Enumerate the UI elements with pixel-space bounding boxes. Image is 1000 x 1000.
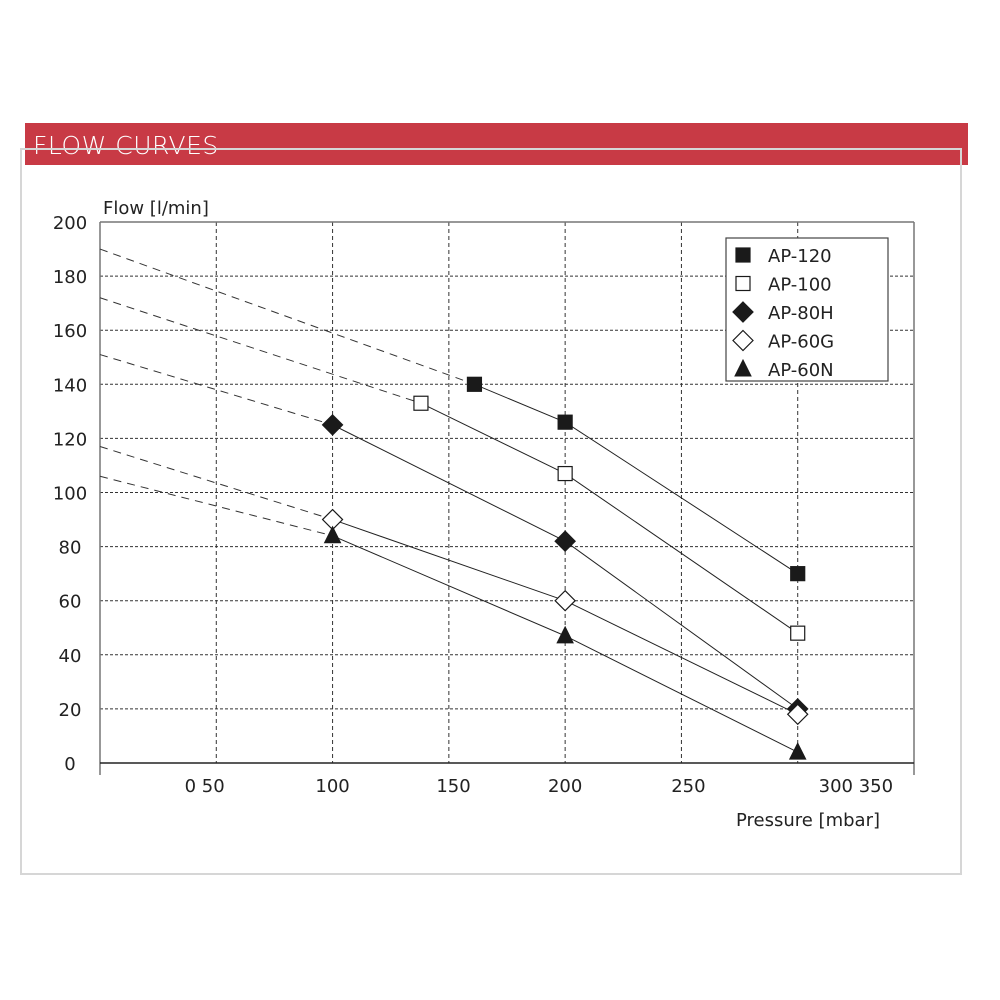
legend-marker [735,247,751,263]
data-point [557,414,573,430]
data-point [790,625,806,641]
data-point [323,525,342,544]
x-tick-label: 150 [436,776,470,797]
legend-label: AP-100 [768,275,832,296]
data-point [321,414,344,436]
x-tick-label: 0 50 [185,776,225,797]
legend-label: AP-120 [768,246,832,267]
legend-label: AP-60N [768,360,834,381]
y-tick-label: 160 [53,321,87,342]
legend-label: AP-80H [768,303,834,324]
data-point [557,465,573,482]
legend-marker [735,275,751,292]
y-tick-label: 60 [59,592,82,613]
y-tick-label: 100 [53,484,87,505]
y-tick-label: 20 [59,700,82,721]
legend-marker [734,358,752,377]
extrapolation-line [99,297,422,404]
data-point [554,530,576,553]
data-point [413,395,429,411]
legend-marker [732,301,754,323]
legend-marker [732,329,754,352]
legend-label: AP-60G [768,332,834,353]
extrapolation-line [99,354,333,426]
x-axis-label: Pressure [mbar] [736,810,880,831]
extrapolation-line [99,446,333,521]
y-axis-label: Flow [l/min] [103,198,209,219]
data-point [786,703,809,726]
data-point [554,589,576,612]
x-tick-label: 250 [671,776,705,797]
chart-title: FLOW CURVES [33,131,219,160]
extrapolation-line [99,248,475,385]
chart-frame [20,148,962,875]
legend-box [725,237,889,382]
data-point [790,566,806,582]
x-tick-label: 300 350 [819,776,893,797]
y-tick-label: 120 [53,429,87,450]
x-tick-label: 200 [548,776,582,797]
extrapolation-line [99,475,333,537]
y-tick-label: 140 [53,375,87,396]
x-tick-label: 100 [315,776,349,797]
y-tick-label: 200 [53,213,87,234]
y-tick-label: 40 [59,646,82,667]
data-point [788,742,807,760]
y-tick-label: 0 [64,754,75,775]
y-tick-label: 80 [59,538,82,559]
series-line [474,383,798,575]
data-point [466,376,483,392]
y-tick-label: 180 [53,267,87,288]
data-point [556,625,574,644]
title-banner [25,123,968,165]
